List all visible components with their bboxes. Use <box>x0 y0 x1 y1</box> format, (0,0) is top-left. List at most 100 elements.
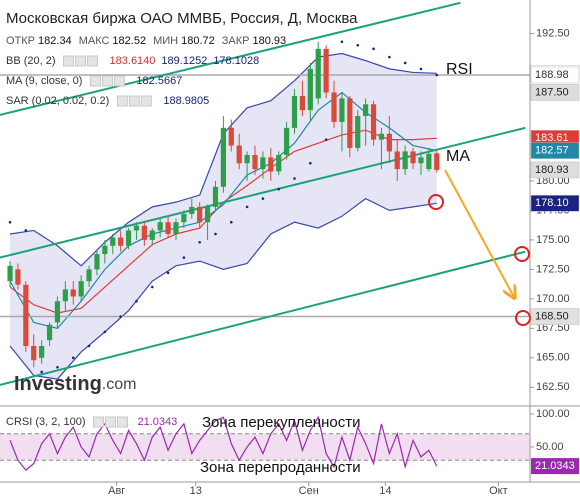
price-marker <box>530 84 580 101</box>
candle-body <box>355 116 361 148</box>
ohlc-value: 182.52 <box>112 35 146 47</box>
legend-icon <box>116 416 128 428</box>
candle-body <box>426 153 432 170</box>
sar-dot <box>103 330 107 334</box>
indicator-value: 182.5667 <box>136 75 182 87</box>
sar-dot <box>56 365 59 369</box>
logo: Investing.com <box>14 373 136 395</box>
candle-body <box>94 254 100 270</box>
candle-body <box>339 98 345 122</box>
trend-line <box>0 126 526 259</box>
y-tick-label: 167.50 <box>536 322 570 334</box>
y-tick-label: 172.50 <box>536 263 570 275</box>
bb-fill <box>10 53 437 380</box>
price-marker-label: 178.10 <box>535 197 569 209</box>
candle-body <box>86 269 92 282</box>
ohlc-label: ОТКР <box>6 35 35 47</box>
candle-body <box>189 206 195 214</box>
candle-body <box>315 48 321 99</box>
legend-icon <box>63 55 75 67</box>
rsi-plot <box>0 415 530 471</box>
sar-dot <box>150 285 154 289</box>
candle-body <box>236 145 242 164</box>
indicator-line <box>9 197 437 380</box>
candle-body <box>23 284 29 347</box>
candle-body <box>54 301 61 323</box>
price-marker <box>530 161 580 179</box>
legend-icon <box>140 95 152 107</box>
sar-dot <box>24 229 28 232</box>
candle-body <box>347 98 353 148</box>
x-tick-label: Авг <box>108 485 125 497</box>
legend-icon <box>116 95 128 107</box>
candle-body <box>181 213 187 223</box>
candle-body <box>410 151 416 164</box>
candle-body <box>133 225 140 231</box>
sar-dot <box>340 40 344 44</box>
x-tick-label: Сен <box>299 485 319 497</box>
candle-body <box>31 346 37 361</box>
legend-icon <box>75 55 87 67</box>
candle-body <box>268 157 274 172</box>
price-marker-label: 182.57 <box>535 145 569 157</box>
rsi-y-tick-label: 50.00 <box>536 441 564 453</box>
candle-body <box>284 127 290 155</box>
rsi-y-tick-label: 100.00 <box>536 408 570 420</box>
legend-icon <box>113 75 125 87</box>
forecast-arrow <box>444 169 514 297</box>
indicator-value: 178.1028 <box>213 55 259 67</box>
annotation: RSI <box>446 61 473 78</box>
legend-icon <box>128 95 140 107</box>
sar-dot <box>119 315 122 318</box>
candle-body <box>386 133 392 152</box>
y-tick-label: 175.00 <box>536 234 570 246</box>
candle-body <box>70 289 76 297</box>
indicator-value: 183.6140 <box>110 55 156 67</box>
candle-body <box>363 104 369 117</box>
sar-dot <box>245 205 249 209</box>
ohlc-value: 180.93 <box>252 35 286 47</box>
sar-dot <box>293 177 296 180</box>
indicator-value: 188.9805 <box>163 95 209 107</box>
candle-body <box>323 48 329 93</box>
sar-dot <box>372 47 375 51</box>
sar-dot <box>277 187 281 191</box>
sar-dot <box>214 232 217 236</box>
candle-body <box>228 127 234 146</box>
legend-icon <box>92 416 104 428</box>
candle-body <box>299 96 306 111</box>
y-tick-label: 192.50 <box>536 27 570 39</box>
candle-body <box>39 346 45 358</box>
candle-body <box>157 222 163 231</box>
candle-body <box>434 153 440 170</box>
candle-body <box>394 151 400 170</box>
logo-suffix: .com <box>102 376 137 393</box>
price-marker-label: 180.93 <box>535 164 569 176</box>
legend-icon <box>101 75 113 87</box>
annotation: Зона перекупленности <box>202 414 360 431</box>
candle-body <box>46 324 53 341</box>
price-marker <box>530 195 580 212</box>
candle-body <box>125 230 132 246</box>
legend-icon <box>104 416 116 428</box>
highlight-circle <box>428 194 444 210</box>
price-marker <box>530 142 580 159</box>
x-tick-label: Окт <box>489 485 508 497</box>
logo-brand: Investing <box>14 373 102 395</box>
candle-body <box>260 157 266 170</box>
sar-dot <box>229 220 233 224</box>
indicator-value: 189.1252 <box>161 55 207 67</box>
ohlc-label: МАКС <box>79 35 110 47</box>
x-tick-label: 14 <box>379 485 391 497</box>
candle-body <box>165 222 171 234</box>
candle-body <box>141 225 147 240</box>
sar-dot <box>356 43 360 47</box>
price-marker-label: 188.98 <box>535 69 569 81</box>
price-marker <box>530 66 580 84</box>
rsi-value-label: 21.0343 <box>535 460 575 472</box>
chart-title: Московская биржа ОАО ММВБ, Россия, Д, Мо… <box>6 10 358 27</box>
rsi-value-box <box>531 458 579 475</box>
ohlc-label: ЗАКР <box>222 35 250 47</box>
candle-body <box>149 230 155 240</box>
